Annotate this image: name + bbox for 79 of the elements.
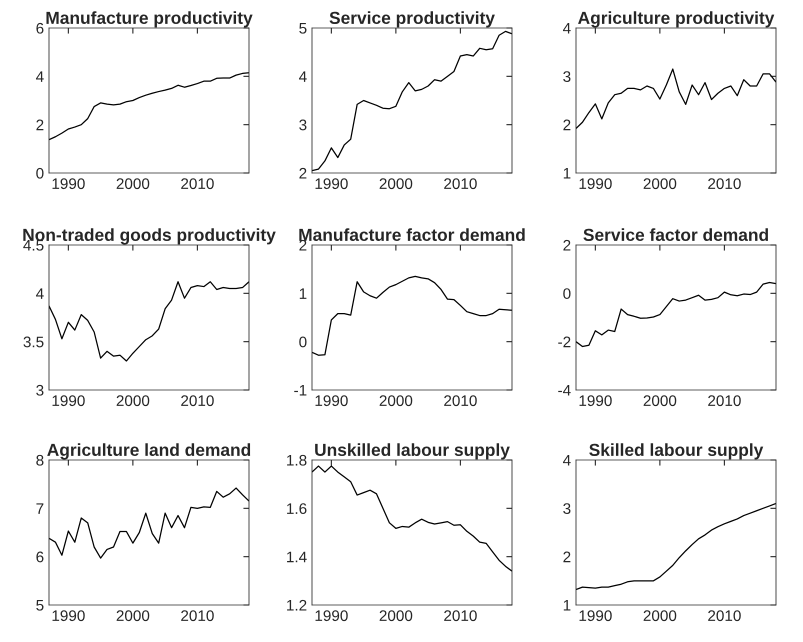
x-tick-label: 2010 xyxy=(444,395,477,406)
line-series xyxy=(49,72,249,140)
chart-title: Service productivity xyxy=(330,11,495,28)
x-tick-label: 2000 xyxy=(116,610,150,622)
x-tick-label: 2010 xyxy=(181,395,214,406)
y-tick-label: 2 xyxy=(563,120,570,130)
y-tick-label: 3 xyxy=(299,120,306,130)
x-tick-label: 1990 xyxy=(580,610,612,622)
y-tick-label: 2 xyxy=(299,168,306,179)
x-tick-label: 2010 xyxy=(444,178,477,190)
x-tick-label: 2000 xyxy=(380,395,412,406)
y-tick-label: 1.8 xyxy=(287,454,306,466)
y-tick-label: -4 xyxy=(558,385,571,396)
line-series xyxy=(49,281,249,362)
x-tick-label: 2000 xyxy=(644,610,676,622)
y-tick-label: 0 xyxy=(563,288,571,300)
y-tick-label: 4 xyxy=(562,23,571,34)
y-tick-label: 4 xyxy=(562,455,571,466)
y-tick-label: 6 xyxy=(36,552,44,562)
y-tick-label: -1 xyxy=(294,385,306,396)
y-tick-label: 4 xyxy=(298,71,307,82)
x-tick-label: 2000 xyxy=(380,610,412,622)
x-tick-label: 2000 xyxy=(644,395,676,406)
y-tick-label: 1 xyxy=(564,168,570,179)
x-tick-label: 2010 xyxy=(708,178,741,190)
chart-title: Skilled labour supply xyxy=(589,443,764,460)
chart-title: Manufacture productivity xyxy=(46,11,253,28)
line-series xyxy=(49,487,249,559)
y-tick-label: 2 xyxy=(563,552,570,562)
y-tick-label: 3 xyxy=(36,384,44,396)
x-tick-label: 1990 xyxy=(316,395,348,406)
x-tick-label: 2010 xyxy=(708,610,741,622)
y-tick-label: 3 xyxy=(563,71,570,82)
line-series xyxy=(312,276,512,356)
line-series xyxy=(312,465,512,572)
x-tick-label: 2010 xyxy=(181,610,214,622)
line-series xyxy=(576,68,776,130)
x-tick-label: 2000 xyxy=(380,178,412,190)
y-tick-label: 7 xyxy=(36,503,44,514)
x-tick-label: 2000 xyxy=(116,178,150,190)
y-tick-label: 4 xyxy=(36,288,44,299)
y-tick-label: 0 xyxy=(299,336,307,348)
x-tick-label: 2010 xyxy=(708,395,741,406)
y-tick-label: 0 xyxy=(36,168,44,179)
y-tick-label: 1.2 xyxy=(287,600,306,611)
y-tick-label: 4 xyxy=(36,71,44,82)
chart-title: Manufacture factor demand xyxy=(299,228,525,242)
y-tick-label: 6 xyxy=(36,22,44,34)
x-tick-label: 1990 xyxy=(580,395,612,406)
chart-title: Agriculture land demand xyxy=(47,443,250,460)
y-tick-label: 2 xyxy=(36,120,44,130)
chart-title: Service factor demand xyxy=(583,228,768,242)
x-tick-label: 2010 xyxy=(444,610,477,622)
y-tick-label: 5 xyxy=(299,23,306,34)
y-tick-label: 1.6 xyxy=(287,503,306,514)
x-tick-label: 1990 xyxy=(580,178,612,190)
y-tick-label: 2 xyxy=(299,240,306,251)
y-tick-label: 3 xyxy=(563,503,570,514)
y-tick-label: 3.5 xyxy=(23,336,44,348)
line-series xyxy=(312,30,512,172)
line-series xyxy=(576,282,776,348)
chart-title: Unskilled labour supply xyxy=(315,443,510,460)
y-tick-label: 8 xyxy=(36,454,44,466)
x-tick-label: 2010 xyxy=(181,178,214,190)
y-tick-label: 1.4 xyxy=(287,552,307,562)
x-tick-label: 1990 xyxy=(52,395,85,406)
x-tick-label: 1990 xyxy=(52,610,85,622)
y-tick-label: 5 xyxy=(36,600,44,611)
y-tick-label: 1 xyxy=(564,600,570,611)
y-tick-label: 2 xyxy=(563,240,570,251)
line-series xyxy=(576,502,776,590)
x-tick-label: 1990 xyxy=(316,610,348,622)
y-tick-label: -2 xyxy=(558,336,570,348)
chart-title: Agriculture productivity xyxy=(578,11,774,28)
x-tick-label: 2000 xyxy=(644,178,676,190)
x-tick-label: 2000 xyxy=(116,395,150,406)
x-tick-label: 1990 xyxy=(316,178,348,190)
x-tick-label: 1990 xyxy=(52,178,85,190)
y-tick-label: 1 xyxy=(300,288,306,299)
